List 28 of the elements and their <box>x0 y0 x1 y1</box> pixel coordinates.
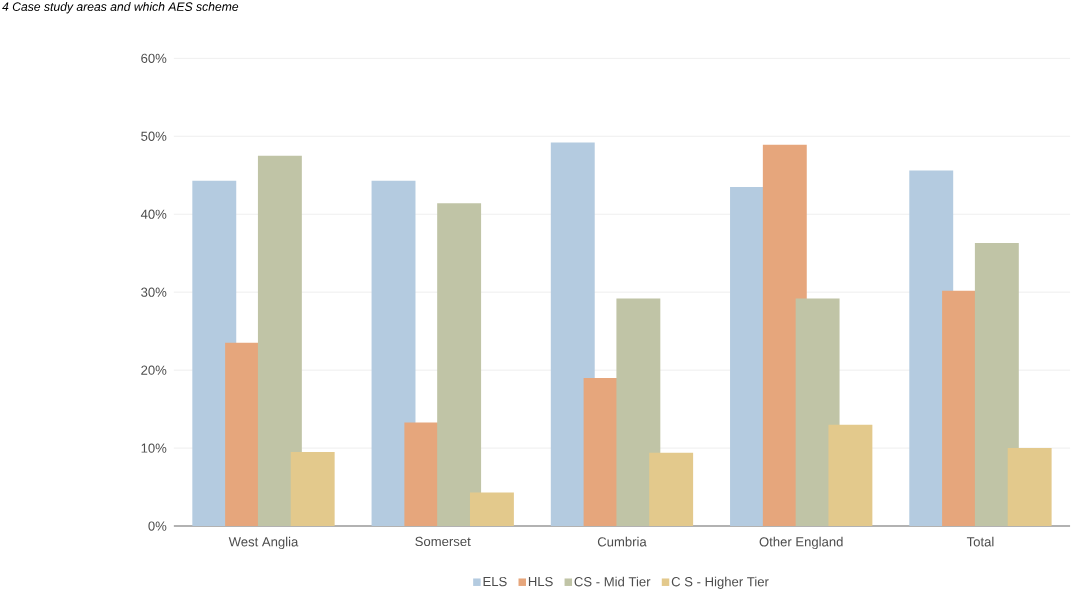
y-tick-label: 50% <box>141 131 167 141</box>
bar <box>257 155 302 527</box>
bar <box>550 142 595 527</box>
x-tick-label: Other England <box>759 536 843 550</box>
y-tick-label: 40% <box>140 209 167 219</box>
legend-label: C S - Higher Tier <box>671 576 769 590</box>
y-tick-label: 30% <box>141 287 167 297</box>
y-tick-label: 0% <box>148 521 167 531</box>
bar <box>469 492 514 527</box>
bar <box>649 452 694 527</box>
bar <box>974 243 1019 527</box>
legend-label: ELS <box>483 577 507 587</box>
y-tick-label: 60% <box>141 53 167 64</box>
x-tick-label: Somerset <box>415 536 471 547</box>
bar <box>290 452 335 527</box>
bar <box>437 203 482 527</box>
x-tick-label: Total <box>966 536 994 547</box>
legend-label: CS - Mid Tier <box>574 576 651 587</box>
x-tick-label: West Anglia <box>228 536 299 550</box>
legend-label: HLS <box>528 577 553 587</box>
bar <box>828 424 873 527</box>
bar <box>616 298 661 527</box>
y-tick-label: 10% <box>141 443 167 453</box>
bar <box>371 180 416 527</box>
y-tick-label: 20% <box>141 365 167 375</box>
chart-title: 4 Case study areas and which AES scheme <box>2 2 239 14</box>
bar <box>1007 448 1052 527</box>
x-tick-label: Cumbria <box>597 536 647 547</box>
